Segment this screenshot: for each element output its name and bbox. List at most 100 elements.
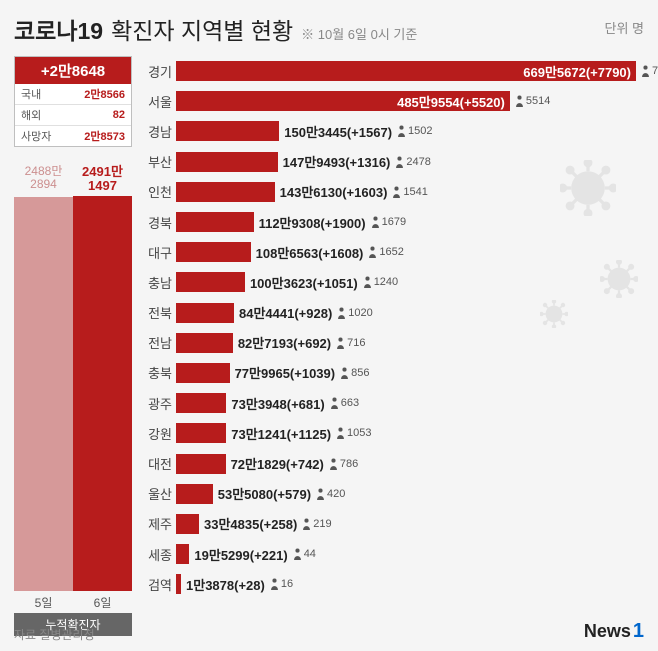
region-bar: [176, 454, 226, 474]
cum-prev-bot: 2894: [30, 177, 57, 191]
bar-area: 1만3878(+28) 16: [176, 574, 658, 594]
summary-row: 국내2만8566: [15, 84, 131, 105]
region-bar: [176, 484, 213, 504]
bar-area: 485만9554(+5520) 5514: [176, 91, 658, 111]
person-icon: [270, 578, 279, 590]
region-row: 광주73만3948(+681)663: [142, 388, 658, 418]
cum-prev-top: 2488만: [25, 164, 63, 178]
person-icon: [515, 95, 524, 107]
person-icon: [337, 307, 346, 319]
bar-label: 669만5672(+7790): [523, 62, 631, 81]
region-bar: [176, 152, 278, 172]
per-capita: 219: [302, 518, 331, 530]
person-icon: [392, 186, 401, 198]
per-value: 5514: [526, 95, 550, 107]
bar-area: 53만5080(+579)420: [176, 484, 658, 504]
summary-val: 2만8573: [84, 128, 125, 144]
per-value: 1679: [382, 216, 406, 228]
cum-axis-prev: 5일: [14, 594, 73, 611]
region-chart: 경기669만5672(+7790)7174서울485만9554(+5520)55…: [142, 56, 658, 636]
bar-label: 112만9308(+1900): [259, 213, 366, 232]
region-row: 강원73만1241(+1125)1053: [142, 418, 658, 448]
region-row: 세종19만5299(+221)44: [142, 539, 658, 569]
bar-label: 82만7193(+692): [238, 333, 331, 352]
cum-cur-label: 2491만 1497: [73, 165, 132, 194]
region-bar: 485만9554(+5520): [176, 91, 510, 111]
header: 코로나19 확진자 지역별 현황 ※ 10월 6일 0시 기준: [14, 12, 644, 46]
per-value: 786: [340, 458, 358, 470]
bar-area: 108만6563(+1608)1652: [176, 242, 658, 262]
person-icon: [368, 246, 377, 258]
cumulative-chart: 2488만 2894 2491만 1497 5일 6일 누적확진자: [14, 165, 132, 636]
per-value: 1020: [348, 307, 372, 319]
logo-one: 1: [633, 620, 644, 643]
per-value: 44: [304, 548, 316, 560]
region-name: 부산: [142, 152, 176, 171]
region-name: 전남: [142, 333, 176, 352]
cum-cur-bot: 1497: [88, 178, 117, 193]
region-bar: [176, 121, 279, 141]
region-name: 인천: [142, 182, 176, 201]
bar-label: 1만3878(+28): [186, 575, 265, 594]
person-icon: [371, 216, 380, 228]
per-value: 1652: [379, 246, 403, 258]
region-name: 강원: [142, 424, 176, 443]
summary-row: 해외82: [15, 105, 131, 126]
person-icon: [302, 518, 311, 530]
summary-key: 사망자: [21, 128, 51, 144]
bar-label: 77만9965(+1039): [235, 363, 336, 382]
per-capita: 420: [316, 488, 345, 500]
per-value: 1502: [408, 125, 432, 137]
news1-logo: News1: [584, 620, 644, 643]
bar-area: 73만3948(+681) 663: [176, 393, 658, 413]
region-name: 경기: [142, 62, 176, 81]
bar-area: 73만1241(+1125)1053: [176, 423, 658, 443]
per-value: 2478: [406, 156, 430, 168]
region-bar: [176, 333, 233, 353]
region-name: 경남: [142, 122, 176, 141]
person-icon: [330, 397, 339, 409]
per-capita: 856: [340, 367, 369, 379]
per-capita: 16: [270, 578, 293, 590]
per-capita: 663: [330, 397, 359, 409]
title-rest: 확진자 지역별 현황: [111, 12, 293, 46]
summary-key: 국내: [21, 86, 41, 102]
region-row: 대구108만6563(+1608)1652: [142, 237, 658, 267]
region-bar: [176, 423, 226, 443]
person-icon: [395, 156, 404, 168]
bar-label: 72만1829(+742): [231, 454, 324, 473]
bar-area: 669만5672(+7790) 7174: [176, 61, 658, 81]
region-row: 검역1만3878(+28)16: [142, 569, 658, 599]
person-icon: [340, 367, 349, 379]
region-name: 세종: [142, 545, 176, 564]
person-icon: [363, 276, 372, 288]
region-bar: [176, 303, 234, 323]
per-capita: 1679: [371, 216, 406, 228]
region-row: 충남100만3623(+1051)1240: [142, 267, 658, 297]
bar-label: 84만4441(+928): [239, 303, 332, 322]
footer: 자료 질병관리청 News1: [14, 620, 644, 643]
region-name: 대전: [142, 454, 176, 473]
per-capita: 1541: [392, 186, 427, 198]
bar-label: 485만9554(+5520): [397, 92, 505, 111]
per-capita: 2478: [395, 156, 430, 168]
bar-label: 143만6130(+1603): [280, 182, 388, 201]
per-value: 1541: [403, 186, 427, 198]
region-bar: [176, 393, 226, 413]
cum-prev-label: 2488만 2894: [14, 165, 73, 194]
region-name: 대구: [142, 243, 176, 262]
region-name: 울산: [142, 484, 176, 503]
per-value: 16: [281, 578, 293, 590]
region-bar: [176, 544, 189, 564]
left-column: +2만8648 국내2만8566해외82사망자2만8573 2488만 2894…: [14, 56, 132, 636]
bar-label: 73만3948(+681): [231, 394, 324, 413]
person-icon: [641, 65, 650, 77]
title-bold: 코로나19: [14, 12, 103, 46]
region-row: 경기 669만5672(+7790) 7174: [142, 56, 658, 86]
virus-icon: [600, 260, 638, 298]
per-capita: 7174: [641, 65, 658, 77]
per-value: 420: [327, 488, 345, 500]
region-bar: 669만5672(+7790): [176, 61, 636, 81]
region-row: 전남82만7193(+692)716: [142, 328, 658, 358]
bar-area: 150만3445(+1567)1502: [176, 121, 658, 141]
